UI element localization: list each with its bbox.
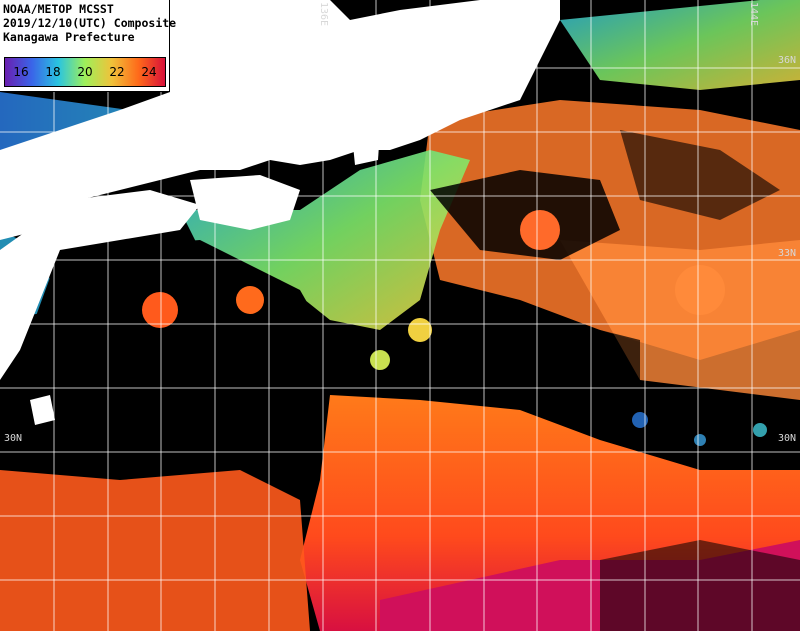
cloud-mask-1 (430, 170, 620, 260)
legend-label-22: 22 (109, 65, 125, 79)
warm-sea-southwest (0, 470, 310, 631)
honshu-land (0, 0, 560, 240)
cloud-mask-5 (600, 540, 800, 631)
sst-patch (675, 265, 725, 315)
cool-speck (632, 412, 648, 428)
legend-label-18: 18 (45, 65, 61, 79)
small-island (30, 395, 55, 425)
map-title-date: 2019/12/10(UTC) Composite (3, 16, 177, 30)
sst-patch (520, 210, 560, 250)
lat-label-30n-right: 30N (778, 433, 797, 444)
cool-speck (753, 423, 767, 437)
lat-label-33n: 33N (778, 248, 797, 259)
lon-label-144e: 144E (748, 2, 759, 27)
legend-label-24: 24 (141, 65, 157, 79)
sst-patch (370, 350, 390, 370)
cool-speck (694, 434, 706, 446)
sst-patch (408, 318, 432, 342)
lat-label-30n-left: 30N (4, 433, 23, 444)
cloud-mask-2 (20, 240, 340, 440)
legend-label-20: 20 (77, 65, 93, 79)
sst-patch (236, 286, 264, 314)
kii-peninsula (352, 130, 380, 165)
kyushu-land (0, 190, 200, 380)
shikoku-land (190, 175, 300, 230)
temperature-legend: 16 18 20 22 24 (4, 57, 166, 87)
map-title-region: Kanagawa Prefecture (3, 30, 135, 44)
map-title-source: NOAA/METOP MCSST (3, 2, 114, 16)
cloud-mask-3 (460, 320, 640, 400)
coastal-band (180, 150, 470, 330)
sst-patch (142, 292, 178, 328)
lon-label-136e: 136E (318, 2, 329, 27)
kuroshio-east-2 (560, 240, 800, 400)
legend-label-16: 16 (13, 65, 29, 79)
lat-label-36n: 36N (778, 55, 797, 66)
cloud-mask-4 (620, 130, 780, 220)
